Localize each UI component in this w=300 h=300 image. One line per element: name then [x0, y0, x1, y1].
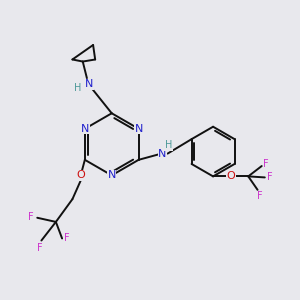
Text: F: F — [267, 172, 273, 182]
Text: F: F — [263, 159, 269, 169]
Text: N: N — [85, 79, 93, 89]
Text: O: O — [226, 171, 235, 182]
Text: H: H — [74, 83, 81, 93]
Text: N: N — [81, 124, 89, 134]
Text: O: O — [76, 170, 85, 180]
Text: N: N — [134, 124, 143, 134]
Text: F: F — [257, 191, 262, 201]
Text: N: N — [107, 170, 116, 180]
Text: H: H — [165, 140, 172, 150]
Text: N: N — [158, 148, 166, 159]
Text: F: F — [64, 233, 70, 243]
Text: F: F — [37, 243, 42, 253]
Text: F: F — [28, 212, 34, 222]
